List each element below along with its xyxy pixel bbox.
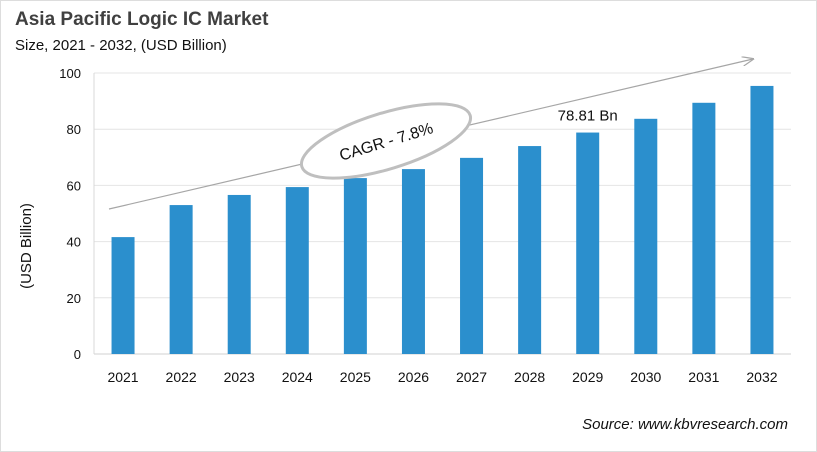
x-tick-label: 2028 bbox=[514, 369, 545, 385]
x-tick-label: 2022 bbox=[166, 369, 197, 385]
source-note: Source: www.kbvresearch.com bbox=[582, 416, 788, 433]
bar-2029 bbox=[576, 132, 600, 354]
chart-title: Asia Pacific Logic IC Market bbox=[15, 9, 269, 30]
chart-subtitle: Size, 2021 - 2032, (USD Billion) bbox=[15, 37, 227, 54]
bar-2023 bbox=[227, 194, 251, 354]
bar-2024 bbox=[285, 187, 309, 354]
y-axis-label: (USD Billion) bbox=[18, 203, 35, 289]
y-tick-label: 100 bbox=[59, 66, 81, 81]
y-tick-label: 40 bbox=[67, 235, 81, 250]
x-tick-label: 2025 bbox=[340, 369, 371, 385]
data-label-2029: 78.81 Bn bbox=[558, 108, 618, 125]
y-tick-label: 60 bbox=[67, 178, 81, 193]
y-tick-label: 20 bbox=[67, 291, 81, 306]
x-tick-label: 2029 bbox=[572, 369, 603, 385]
bar-2030 bbox=[634, 118, 658, 354]
bar-2032 bbox=[750, 85, 774, 355]
bar-2025 bbox=[343, 178, 367, 354]
x-tick-label: 2021 bbox=[107, 369, 138, 385]
x-tick-label: 2023 bbox=[224, 369, 255, 385]
x-tick-label: 2027 bbox=[456, 369, 487, 385]
y-tick-label: 0 bbox=[74, 347, 81, 362]
cagr-ellipse bbox=[299, 102, 473, 180]
bar-2028 bbox=[518, 146, 542, 354]
bar-2021 bbox=[111, 237, 135, 354]
bar-2026 bbox=[401, 169, 425, 354]
x-tick-label: 2031 bbox=[688, 369, 719, 385]
x-tick-label: 2026 bbox=[398, 369, 429, 385]
bar-2027 bbox=[460, 157, 484, 354]
bar-2022 bbox=[169, 205, 193, 354]
bar-2031 bbox=[692, 102, 716, 354]
x-tick-label: 2030 bbox=[630, 369, 661, 385]
x-tick-label: 2032 bbox=[746, 369, 777, 385]
y-tick-label: 80 bbox=[67, 122, 81, 137]
x-tick-label: 2024 bbox=[282, 369, 313, 385]
